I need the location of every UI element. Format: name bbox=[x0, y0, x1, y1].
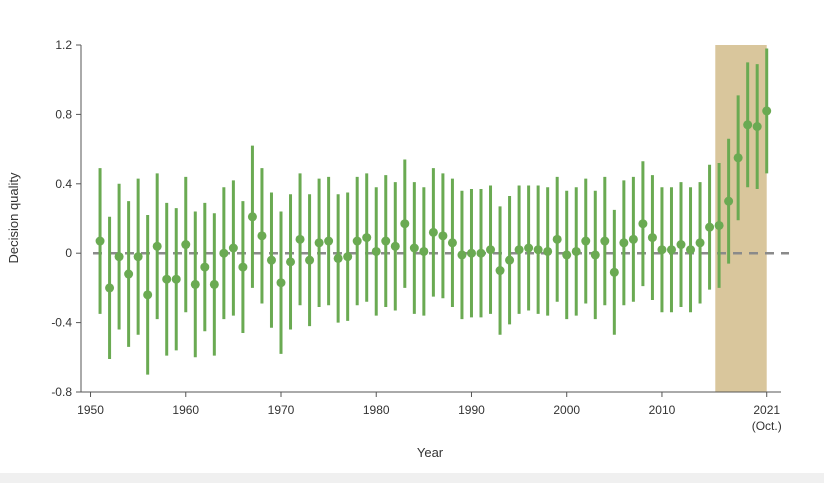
point bbox=[476, 248, 486, 258]
point bbox=[647, 233, 657, 243]
y-axis-label: Decision quality bbox=[6, 172, 21, 264]
point bbox=[266, 255, 276, 265]
point bbox=[209, 279, 219, 289]
shaded-region bbox=[715, 45, 767, 392]
point bbox=[676, 240, 686, 250]
point bbox=[428, 227, 438, 237]
point bbox=[638, 219, 648, 229]
point bbox=[305, 255, 315, 265]
point bbox=[352, 236, 362, 246]
point bbox=[552, 234, 562, 244]
point bbox=[514, 245, 524, 255]
point bbox=[143, 290, 153, 300]
point bbox=[581, 236, 591, 246]
point bbox=[571, 246, 581, 256]
x-tick-label: 1990 bbox=[458, 403, 485, 417]
y-tick-label: -0.8 bbox=[51, 385, 72, 399]
point bbox=[276, 278, 286, 288]
point bbox=[247, 212, 257, 222]
point bbox=[343, 252, 353, 262]
point bbox=[400, 219, 410, 229]
point bbox=[628, 234, 638, 244]
point bbox=[390, 241, 400, 251]
point bbox=[543, 246, 553, 256]
point bbox=[133, 252, 143, 262]
point bbox=[609, 267, 619, 277]
x-tick-label: 1950 bbox=[77, 403, 104, 417]
point bbox=[562, 250, 572, 260]
y-tick-label: 0.4 bbox=[55, 177, 72, 191]
y-tick-label: 0 bbox=[65, 246, 72, 260]
point bbox=[590, 250, 600, 260]
point bbox=[228, 243, 238, 253]
y-tick-label: 0.8 bbox=[55, 107, 72, 121]
point bbox=[457, 250, 467, 260]
point bbox=[333, 253, 343, 263]
footer-band bbox=[0, 473, 824, 483]
point bbox=[409, 243, 419, 253]
point bbox=[495, 266, 505, 276]
y-tick-label: -0.4 bbox=[51, 316, 72, 330]
point bbox=[200, 262, 210, 272]
point bbox=[295, 234, 305, 244]
point bbox=[524, 243, 534, 253]
point bbox=[686, 245, 696, 255]
point bbox=[714, 220, 724, 230]
point bbox=[286, 257, 296, 267]
x-tick-note: (Oct.) bbox=[752, 419, 782, 433]
point bbox=[314, 238, 324, 248]
point bbox=[657, 245, 667, 255]
point bbox=[381, 236, 391, 246]
point bbox=[152, 241, 162, 251]
x-tick-label: 1960 bbox=[172, 403, 199, 417]
point bbox=[505, 255, 515, 265]
point bbox=[619, 238, 629, 248]
point bbox=[466, 248, 476, 258]
point bbox=[447, 238, 457, 248]
point bbox=[219, 248, 229, 258]
point bbox=[95, 236, 105, 246]
point bbox=[724, 196, 734, 206]
point bbox=[105, 283, 115, 293]
point bbox=[371, 246, 381, 256]
point bbox=[190, 279, 200, 289]
point bbox=[733, 153, 743, 163]
point bbox=[181, 240, 191, 250]
point bbox=[486, 245, 496, 255]
point bbox=[705, 222, 715, 232]
point bbox=[238, 262, 248, 272]
x-tick-label: 2021 bbox=[753, 403, 780, 417]
point bbox=[171, 274, 181, 284]
point bbox=[666, 245, 676, 255]
x-tick-label: 1980 bbox=[363, 403, 390, 417]
point bbox=[752, 122, 762, 132]
point bbox=[695, 238, 705, 248]
point bbox=[762, 106, 772, 116]
x-tick-label: 1970 bbox=[268, 403, 295, 417]
point bbox=[438, 231, 448, 241]
x-tick-label: 2010 bbox=[649, 403, 676, 417]
point bbox=[419, 246, 429, 256]
x-tick-label: 2000 bbox=[553, 403, 580, 417]
point bbox=[114, 252, 124, 262]
point bbox=[324, 236, 334, 246]
point bbox=[533, 245, 543, 255]
point bbox=[362, 233, 372, 243]
point bbox=[600, 236, 610, 246]
point bbox=[743, 120, 753, 130]
point bbox=[257, 231, 267, 241]
point bbox=[124, 269, 134, 279]
point bbox=[162, 274, 172, 284]
x-axis-label: Year bbox=[417, 445, 444, 460]
y-tick-label: 1.2 bbox=[55, 38, 72, 52]
